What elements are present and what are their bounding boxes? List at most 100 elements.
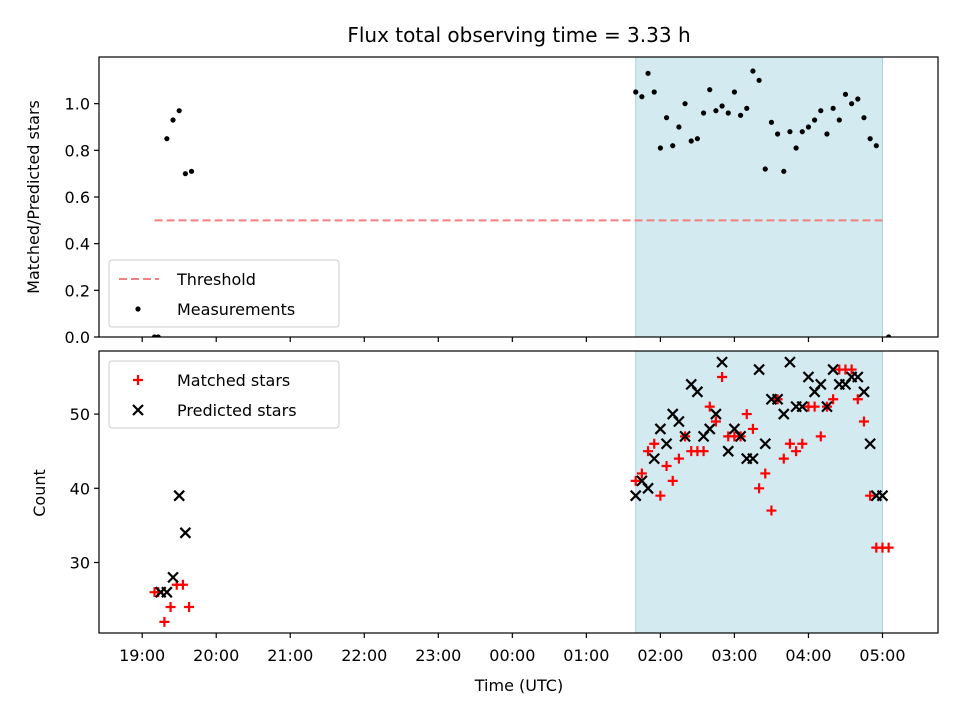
data-point [188, 168, 195, 174]
data-point [670, 143, 676, 149]
x-tick-label: 23:00 [415, 646, 461, 665]
data-point [781, 168, 787, 174]
data-point [768, 119, 775, 125]
data-point [673, 415, 685, 428]
data-point [744, 105, 750, 111]
data-point [703, 423, 716, 435]
data-point [173, 489, 185, 502]
data-point [691, 386, 704, 398]
x-tick-label: 20:00 [193, 646, 239, 665]
data-point [698, 446, 709, 457]
data-point [873, 143, 879, 149]
data-point [784, 438, 795, 449]
data-point [176, 108, 182, 114]
data-point [645, 70, 651, 76]
data-point [818, 108, 824, 114]
data-point [784, 356, 796, 368]
data-point [777, 408, 790, 420]
data-point [663, 115, 670, 121]
legend-swatch [135, 306, 141, 312]
data-point [716, 356, 728, 368]
data-point [791, 446, 802, 457]
data-point [159, 616, 170, 627]
data-point [753, 363, 765, 376]
data-point [679, 430, 691, 443]
x-tick-label: 21:00 [267, 646, 313, 665]
y-tick-label: 0.8 [65, 141, 90, 160]
data-point [165, 602, 176, 613]
data-point [775, 131, 781, 137]
data-point [722, 445, 735, 457]
data-point [778, 453, 789, 464]
y-tick-label: 0.4 [65, 235, 90, 254]
top-y-axis-label: Matched/Predicted stars [24, 100, 43, 294]
data-point [651, 89, 657, 95]
data-point [649, 438, 660, 449]
legend-label: Predicted stars [177, 401, 297, 420]
x-tick-label: 01:00 [563, 646, 609, 665]
data-point [766, 505, 777, 516]
data-point [182, 171, 188, 177]
data-point [865, 490, 876, 501]
legend-label: Measurements [177, 300, 295, 319]
data-point [704, 401, 715, 412]
data-point [731, 89, 738, 95]
data-point [771, 393, 784, 406]
bottom-y-axis-label: Count [30, 469, 49, 517]
data-point [805, 124, 812, 130]
data-point [747, 423, 758, 434]
data-point [828, 394, 839, 405]
data-point [707, 87, 713, 93]
data-point [710, 408, 722, 420]
legend-box [108, 259, 340, 328]
y-tick-label: 30 [70, 554, 90, 573]
data-point [836, 117, 842, 123]
data-point [648, 452, 660, 465]
data-point [799, 129, 805, 135]
chart-title: Flux total observing time = 3.33 h [347, 23, 690, 47]
data-point [717, 371, 728, 382]
data-point [830, 105, 836, 111]
y-tick-label: 40 [70, 479, 90, 498]
data-point [636, 468, 647, 479]
y-tick-label: 0.6 [65, 188, 90, 207]
data-point [673, 453, 684, 464]
data-point [700, 110, 707, 116]
data-point [827, 363, 839, 376]
series-matched-stars [149, 364, 894, 627]
data-point [167, 571, 179, 584]
data-point [793, 145, 799, 151]
data-point [855, 96, 861, 102]
x-tick-label: 19:00 [119, 646, 165, 665]
data-point [688, 138, 694, 144]
data-point [630, 475, 641, 486]
top-subplot: 0.0 0.2 0.4 0.6 0.8 1.0 Threshold Measurements [65, 56, 939, 347]
axes-frame [98, 350, 939, 634]
data-point [667, 475, 678, 486]
observing-window-shade [635, 57, 883, 337]
data-point [747, 452, 759, 465]
data-point [713, 108, 719, 114]
data-point [734, 430, 747, 443]
data-point [655, 490, 666, 501]
data-point [812, 117, 818, 123]
data-point [815, 378, 827, 391]
data-point [846, 364, 857, 375]
data-point [802, 371, 815, 383]
x-tick-label: 00:00 [489, 646, 535, 665]
data-point [852, 394, 863, 405]
series-predicted-stars [154, 356, 889, 598]
legend-label: Threshold [176, 270, 256, 289]
data-point [682, 101, 688, 107]
data-point [796, 400, 809, 413]
data-point [821, 400, 833, 413]
data-point [883, 542, 894, 553]
legend-label: Matched stars [177, 371, 290, 390]
data-point [886, 334, 892, 337]
legend: Matched stars Predicted stars [108, 360, 340, 429]
data-point [809, 401, 820, 412]
y-tick-label: 50 [70, 405, 90, 424]
data-point [710, 416, 721, 427]
x-tick-label: 05:00 [859, 646, 905, 665]
